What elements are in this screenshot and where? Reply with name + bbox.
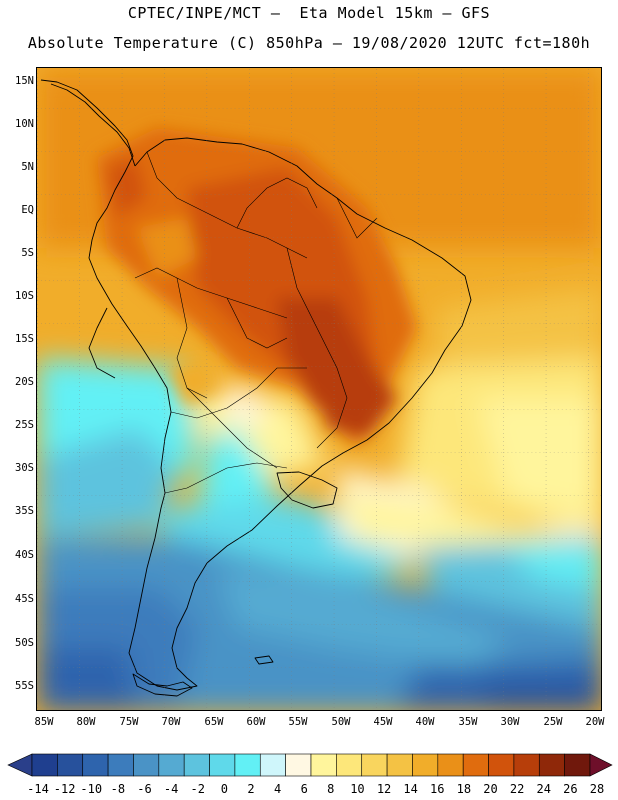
lat-label: 15S bbox=[15, 333, 34, 345]
lat-label: 5N bbox=[21, 161, 34, 173]
colorbar-label: 0 bbox=[220, 782, 228, 796]
colorbar-swatch bbox=[209, 753, 236, 777]
colorbar-label: 4 bbox=[273, 782, 282, 796]
colorbar-swatch bbox=[361, 753, 388, 777]
lat-label: 45S bbox=[15, 593, 34, 605]
colorbar-swatch bbox=[564, 753, 591, 777]
colorbar-label: 16 bbox=[430, 782, 445, 796]
map-panel bbox=[36, 67, 602, 711]
lon-label: 60W bbox=[246, 716, 266, 728]
lat-label: 40S bbox=[15, 549, 34, 561]
colorbar-swatch bbox=[285, 753, 312, 777]
lat-label: 5S bbox=[21, 247, 34, 259]
colorbar-swatch bbox=[133, 753, 160, 777]
lat-label: 30S bbox=[15, 462, 34, 474]
colorbar-swatch bbox=[183, 753, 210, 777]
colorbar-label: 2 bbox=[247, 782, 255, 796]
colorbar-label: 10 bbox=[350, 782, 365, 796]
colorbar-label: 24 bbox=[536, 782, 551, 796]
lat-label: 35S bbox=[15, 505, 34, 517]
colorbar-label: -12 bbox=[53, 782, 76, 796]
lat-label: 10N bbox=[15, 118, 34, 130]
colorbar-label: -4 bbox=[163, 782, 179, 796]
title-line-1: CPTEC/INPE/MCT — Eta Model 15km — GFS bbox=[127, 4, 491, 22]
colorbar bbox=[7, 753, 613, 777]
colorbar-over-arrow bbox=[589, 753, 613, 777]
lat-label: 50S bbox=[15, 637, 34, 649]
colorbar-swatch bbox=[386, 753, 413, 777]
colorbar-label: 8 bbox=[327, 782, 335, 796]
colorbar-swatch bbox=[412, 753, 439, 777]
colorbar-under-arrow bbox=[7, 753, 33, 777]
lon-label: 55W bbox=[288, 716, 308, 728]
colorbar-swatch bbox=[310, 753, 337, 777]
colorbar-swatch bbox=[513, 753, 540, 777]
lat-label: 15N bbox=[15, 75, 34, 87]
title-line-2: Absolute Temperature (C) 850hPa — 19/08/… bbox=[27, 34, 591, 52]
colorbar-label: 28 bbox=[589, 782, 605, 796]
colorbar-swatch bbox=[234, 753, 261, 777]
lon-label: 65W bbox=[204, 716, 224, 728]
lon-label: 40W bbox=[415, 716, 435, 728]
colorbar-swatch bbox=[336, 753, 363, 777]
lon-label: 85W bbox=[34, 716, 54, 728]
lat-label: 10S bbox=[15, 290, 34, 302]
lon-label: 45W bbox=[373, 716, 393, 728]
lon-label: 80W bbox=[76, 716, 96, 728]
colorbar-label: 6 bbox=[300, 782, 308, 796]
colorbar-swatch bbox=[57, 753, 84, 777]
colorbar-swatch bbox=[259, 753, 286, 777]
lon-label: 25W bbox=[543, 716, 563, 728]
lon-label: 35W bbox=[458, 716, 478, 728]
colorbar-swatch bbox=[82, 753, 109, 777]
colorbar-label: -6 bbox=[137, 782, 152, 796]
graticule bbox=[37, 68, 601, 710]
colorbar-label: 12 bbox=[376, 782, 392, 796]
colorbar-swatch bbox=[437, 753, 464, 777]
lon-label: 50W bbox=[331, 716, 351, 728]
colorbar-label: 20 bbox=[483, 782, 498, 796]
colorbar-swatch bbox=[462, 753, 489, 777]
colorbar-label: 26 bbox=[563, 782, 578, 796]
colorbar-swatch bbox=[31, 753, 58, 777]
colorbar-label: -2 bbox=[190, 782, 205, 796]
colorbar-swatch bbox=[488, 753, 515, 777]
lat-label: 25S bbox=[15, 419, 34, 431]
colorbar-swatch bbox=[158, 753, 185, 777]
lat-label: 20S bbox=[15, 376, 34, 388]
colorbar-label: 22 bbox=[509, 782, 525, 796]
colorbar-label: -14 bbox=[27, 782, 49, 796]
colorbar-label: -10 bbox=[80, 782, 103, 796]
lon-label: 30W bbox=[500, 716, 520, 728]
lon-label: 75W bbox=[119, 716, 139, 728]
lat-label: EQ bbox=[21, 204, 34, 216]
colorbar-label: 18 bbox=[456, 782, 472, 796]
lon-label: 20W bbox=[585, 716, 605, 728]
colorbar-label: -8 bbox=[110, 782, 126, 796]
colorbar-swatch bbox=[107, 753, 134, 777]
temperature-map bbox=[37, 68, 601, 710]
lat-label: 55S bbox=[15, 680, 34, 692]
colorbar-swatch bbox=[538, 753, 565, 777]
lon-label: 70W bbox=[161, 716, 181, 728]
colorbar-label: 14 bbox=[403, 782, 418, 796]
